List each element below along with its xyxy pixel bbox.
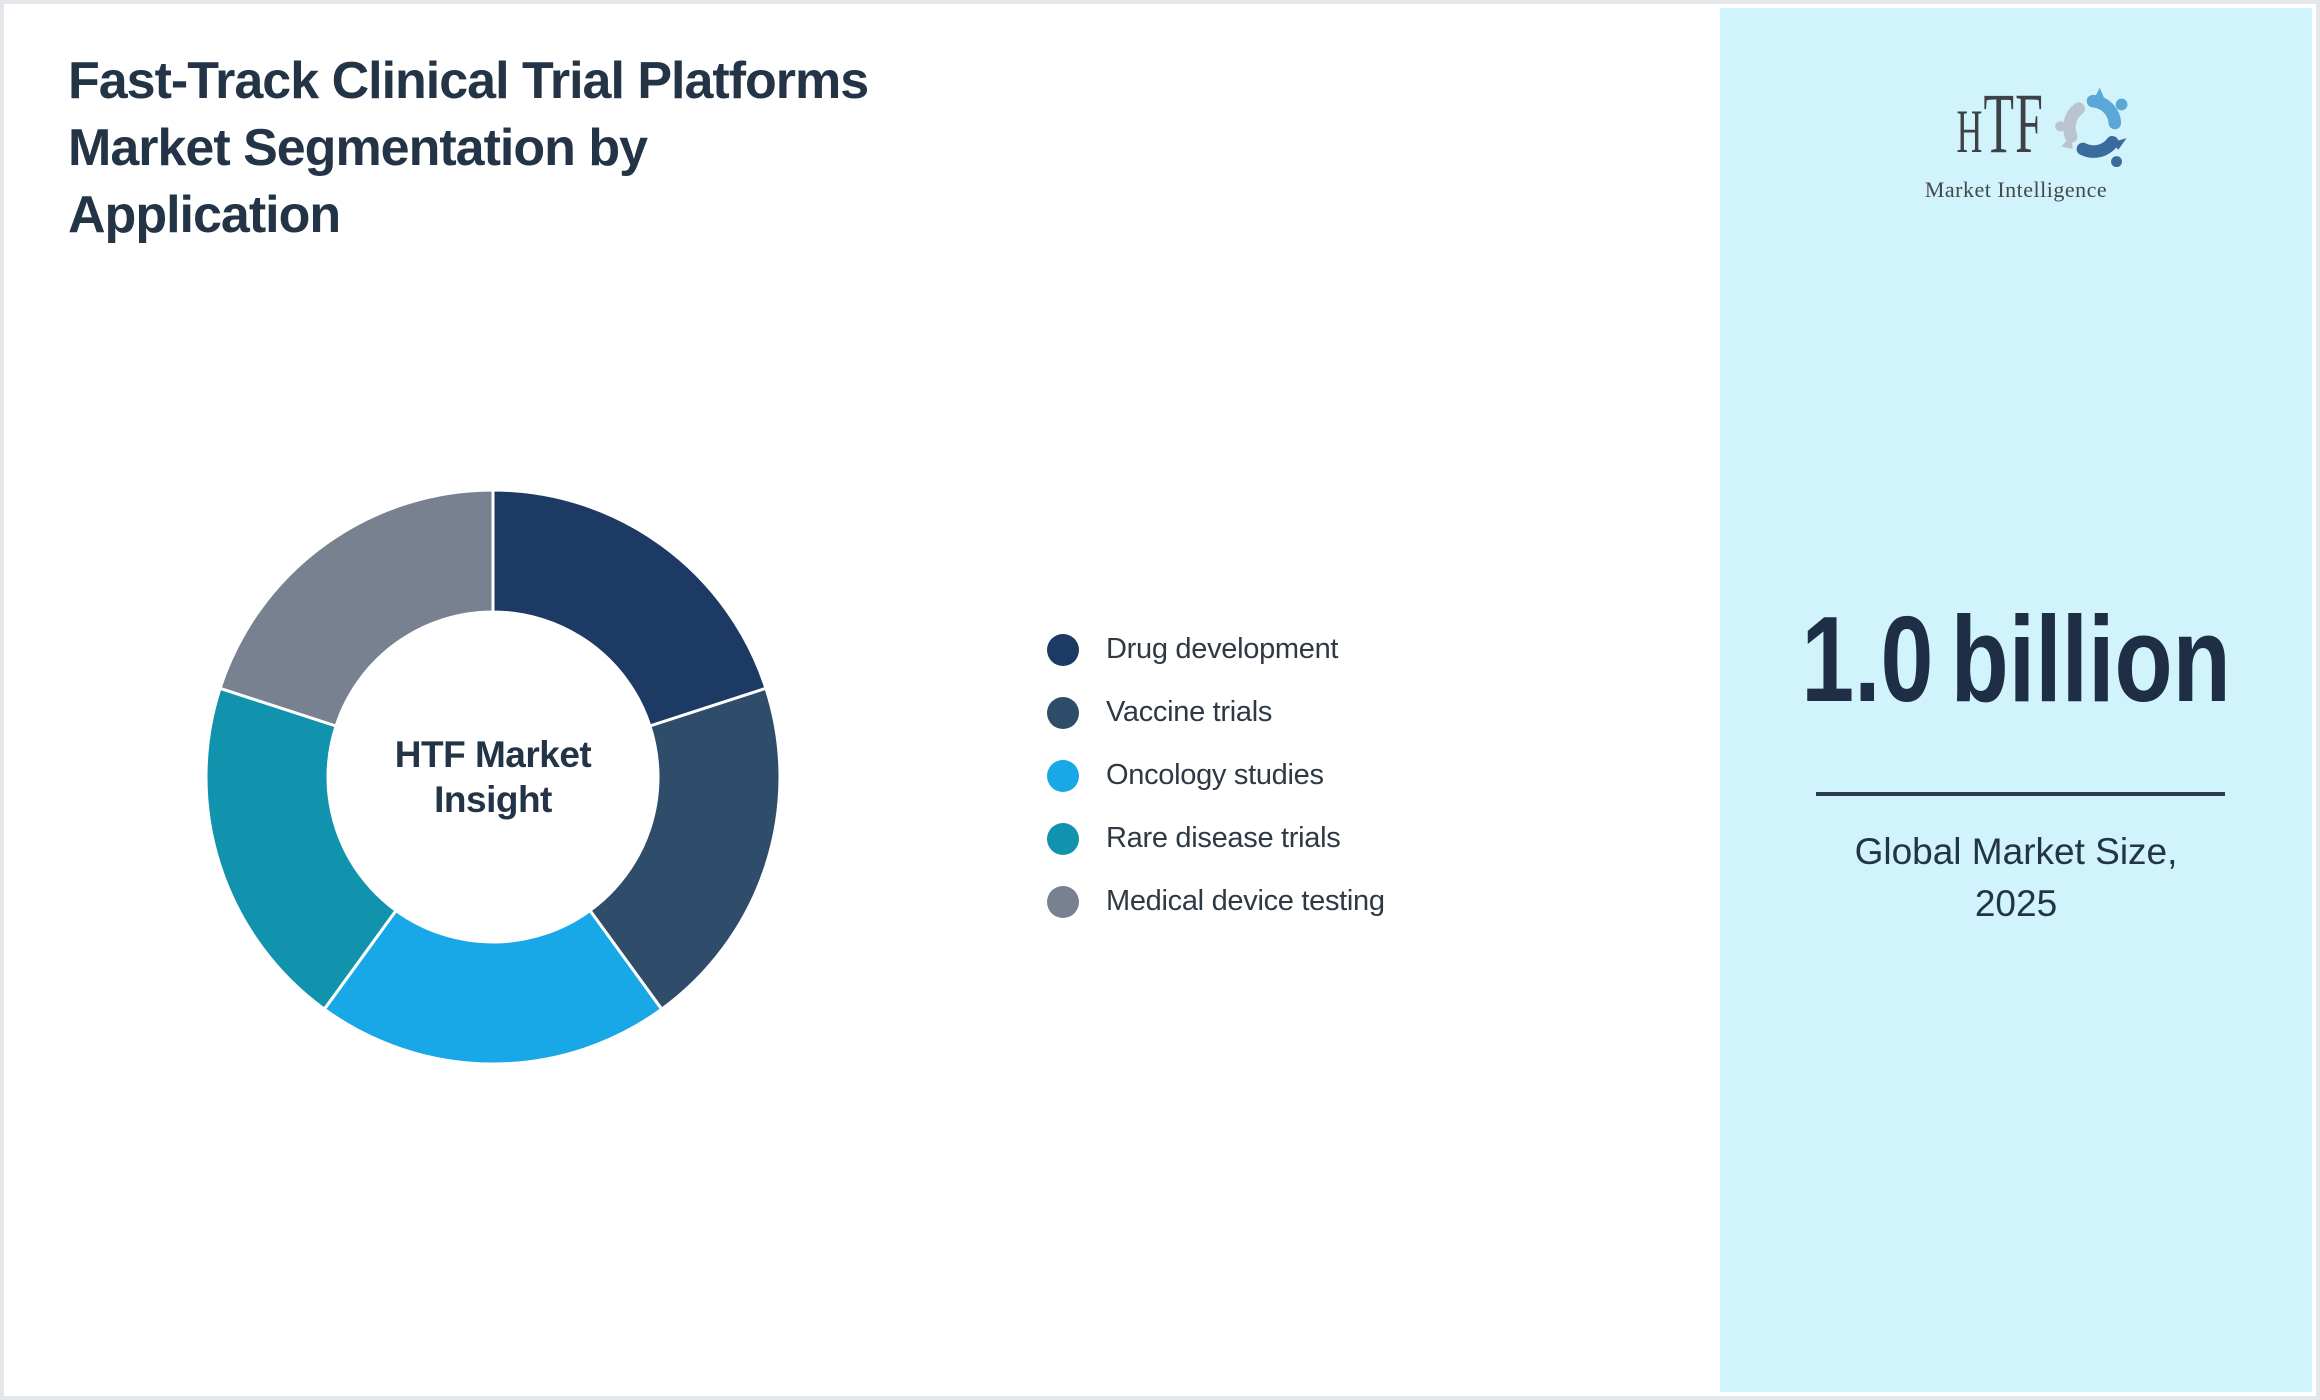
page-title-line-1: Fast-Track Clinical Trial Platforms bbox=[68, 52, 869, 110]
legend-swatch bbox=[1047, 633, 1079, 666]
page-title-line-2: Market Segmentation by bbox=[68, 119, 648, 177]
legend-item: Rare disease trials bbox=[1047, 807, 1385, 870]
legend-label: Vaccine trials bbox=[1106, 696, 1273, 728]
legend-label: Drug development bbox=[1106, 633, 1339, 665]
htf-logo-text: HTF bbox=[1956, 75, 2045, 171]
page-title-line-3: Application bbox=[68, 186, 341, 244]
dolphin-swirl-icon bbox=[2054, 87, 2127, 167]
chart-legend: Drug development Vaccine trials Oncology s… bbox=[1047, 618, 1385, 933]
legend-swatch bbox=[1047, 885, 1079, 918]
donut-segment-4 bbox=[204, 686, 398, 1011]
legend-item: Drug development bbox=[1047, 618, 1385, 681]
htf-logo-subtext: Market Intelligence bbox=[1924, 177, 2108, 202]
legend-item: Vaccine trials bbox=[1047, 681, 1385, 744]
donut-segment-1 bbox=[491, 488, 768, 728]
sidebar: HTF Market Intelligence 1 bbox=[1720, 8, 2312, 1392]
market-size-caption: Global Market Size, 2025 bbox=[1720, 826, 2312, 930]
legend-item: Oncology studies bbox=[1047, 744, 1385, 807]
legend-swatch bbox=[1047, 759, 1079, 792]
donut-chart-svg bbox=[204, 488, 782, 1066]
legend-label: Oncology studies bbox=[1106, 759, 1324, 791]
legend-swatch bbox=[1047, 822, 1079, 855]
legend-label: Medical device testing bbox=[1106, 885, 1385, 917]
donut-segment-2 bbox=[588, 686, 782, 1011]
market-size-caption-line-1: Global Market Size, bbox=[1854, 831, 2178, 872]
donut-chart: HTF Market Insight bbox=[183, 467, 803, 1087]
market-size-unit: billion bbox=[1950, 591, 2231, 727]
legend-swatch bbox=[1047, 696, 1079, 729]
donut-segment-3 bbox=[322, 908, 664, 1066]
htf-logo: HTF Market Intelligence bbox=[1720, 80, 2312, 203]
legend-label: Rare disease trials bbox=[1106, 822, 1341, 854]
market-size-value: 1.0 billion bbox=[1785, 598, 2247, 720]
market-size-caption-line-2: 2025 bbox=[1974, 883, 2058, 924]
market-size-number: 1.0 bbox=[1801, 591, 1934, 727]
htf-logo-row: HTF bbox=[1720, 80, 2312, 175]
donut-segment-5 bbox=[218, 488, 495, 728]
page-title: Fast-Track Clinical Trial Platforms Mark… bbox=[68, 48, 869, 249]
divider bbox=[1816, 792, 2225, 796]
legend-item: Medical device testing bbox=[1047, 870, 1385, 933]
